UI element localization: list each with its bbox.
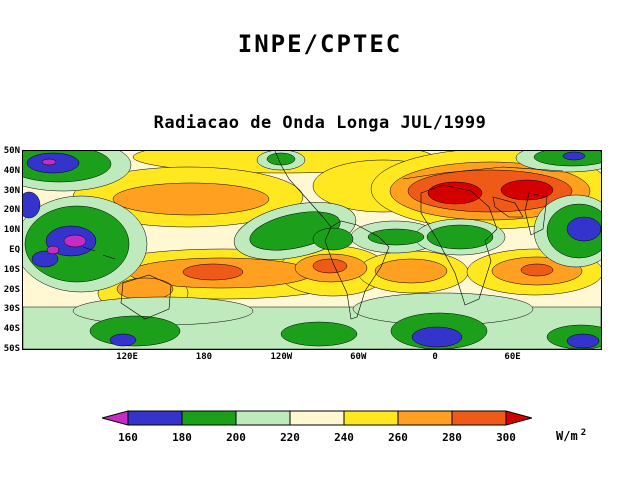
coast-arabia [492,196,524,218]
coastlines [82,151,564,320]
colorbar-segment [289,410,345,426]
coast-india [524,192,548,236]
lat-tick-label: 10N [3,225,20,236]
colorbar-segment [343,410,399,426]
lat-tick-label: 20N [3,205,20,216]
colorbar: 160 180 200 220 240 260 280 300 [100,410,534,450]
lat-tick-label: 40N [3,165,20,176]
lon-axis: 120E 180 120W 60W 0 60E [23,352,601,366]
lat-tick-label: 50N [3,146,20,156]
map-frame: 50N 40N 30N 20N 10N EQ 10S 20S 30S 40S 50S 120E 180… [4,146,602,362]
colorbar-arrow-high [505,410,534,426]
page-title: INPE/CPTEC [237,30,403,58]
lon-tick-label: 60W [350,352,367,362]
lon-tick-label: 120E [116,352,138,362]
chart-title: Radiacao de Onda Longa JUL/1999 [153,113,487,133]
olr-contour-map [23,151,601,349]
colorbar-tick-label: 180 [172,431,192,444]
colorbar-arrow-low [100,410,129,426]
contour-fills-low [23,151,601,349]
colorbar-segment [451,410,507,426]
coast-eurasia [402,166,564,180]
lon-tick-label: 120W [270,352,293,362]
lon-tick-label: 60E [504,352,521,362]
units-label: W/m 2 [556,428,586,443]
lat-tick-label: 20S [3,284,20,295]
lon-tick-label: 180 [195,352,213,362]
colorbar-tick-label: 300 [496,431,516,444]
colorbar-tick-label: 260 [388,431,408,444]
lat-tick-label: 30N [3,185,20,196]
colorbar-tick-label: 160 [118,431,138,444]
colorbar-tick-label: 220 [280,431,300,444]
lat-tick-label: 30S [3,304,20,315]
units-exponent: 2 [580,428,587,438]
coast-africa [420,184,498,306]
colorbar-tick-label: 240 [334,431,354,444]
colorbar-segment [235,410,291,426]
lat-axis: 50N 40N 30N 20N 10N EQ 10S 20S 30S 40S 50S [0,146,20,354]
coast-maritime-continent [82,246,116,260]
colorbar-segment [397,410,453,426]
colorbar-segment [181,410,237,426]
coast-south-america [324,220,390,320]
colorbar-tick-label: 200 [226,431,246,444]
lat-tick-label: 50S [3,344,20,354]
units-base: W/m [556,429,578,443]
coast-australia [120,274,172,320]
lat-tick-label: EQ [9,245,20,255]
colorbar-segment [127,410,183,426]
coast-north-america [274,151,332,228]
colorbar-svg: 160 180 200 220 240 260 280 300 [100,410,534,444]
colorbar-tick-label: 280 [442,431,462,444]
lat-tick-label: 40S [3,324,20,335]
lat-tick-label: 10S [3,264,20,275]
lon-tick-label: 0 [432,352,438,362]
